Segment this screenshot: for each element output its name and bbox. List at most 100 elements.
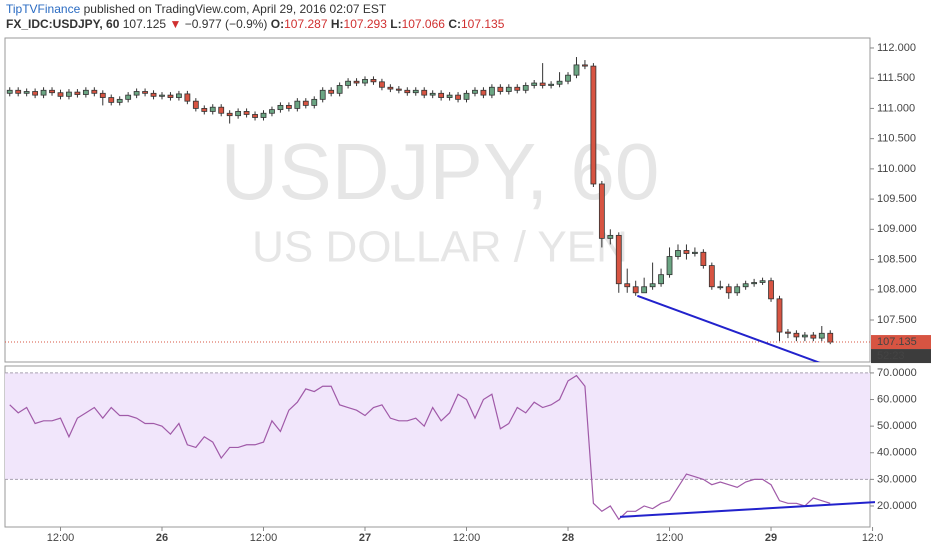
candle-body bbox=[277, 104, 284, 111]
candle-body bbox=[827, 332, 834, 343]
price-plot bbox=[5, 57, 870, 362]
candle-body bbox=[91, 89, 98, 94]
candle-body bbox=[801, 334, 808, 338]
candle-body bbox=[74, 91, 81, 95]
candle-body bbox=[125, 94, 132, 100]
candle-body bbox=[455, 94, 461, 100]
trendline bbox=[637, 294, 821, 362]
candle-body bbox=[108, 97, 115, 103]
candle-body bbox=[505, 86, 512, 92]
candle-body bbox=[176, 93, 182, 98]
x-tick-label: 26 bbox=[156, 532, 168, 544]
candle-body bbox=[632, 286, 639, 294]
candle-body bbox=[49, 89, 55, 94]
symbol-line: FX_IDC:USDJPY, 60 107.125 ▼ −0.977 (−0.9… bbox=[6, 17, 505, 31]
candle-body bbox=[6, 89, 13, 94]
candle-body bbox=[142, 91, 148, 94]
candle-body bbox=[708, 265, 715, 288]
candle-body bbox=[556, 80, 563, 85]
candle-body bbox=[285, 104, 292, 109]
ohlc-value: 107.135 bbox=[461, 17, 505, 31]
candle-body bbox=[548, 83, 555, 86]
ohlc-label: C: bbox=[448, 17, 461, 31]
candle-body bbox=[353, 80, 360, 84]
watermark-description: US DOLLAR / YEN bbox=[252, 223, 628, 272]
y-tick-label: 40.0000 bbox=[877, 447, 917, 459]
y-tick-label: 60.0000 bbox=[877, 393, 917, 405]
candle-body bbox=[218, 106, 225, 114]
candle-body bbox=[184, 93, 191, 102]
candle-body bbox=[683, 250, 690, 254]
candle-body bbox=[751, 282, 758, 285]
candle-body bbox=[192, 100, 199, 109]
last-price-label: 107.135 bbox=[877, 336, 917, 348]
candle-body bbox=[573, 64, 580, 76]
candle-body bbox=[539, 82, 546, 86]
candle-body bbox=[243, 111, 250, 115]
main-pane bbox=[4, 37, 871, 363]
candle-body bbox=[776, 298, 783, 333]
x-tick-label: 12:00 bbox=[47, 532, 75, 544]
trendline bbox=[619, 501, 875, 518]
candle-body bbox=[159, 94, 165, 97]
candle-body bbox=[395, 88, 402, 91]
candle-body bbox=[446, 94, 453, 98]
y-tick-label: 108.500 bbox=[877, 253, 917, 265]
candle-body bbox=[692, 251, 698, 254]
candle-body bbox=[700, 251, 707, 266]
y-tick-label: 110.500 bbox=[877, 133, 916, 145]
watermark-symbol: USDJPY, 60 bbox=[221, 127, 660, 216]
candle-body bbox=[463, 92, 470, 100]
y-tick-label: 112.000 bbox=[877, 42, 916, 54]
candle-body bbox=[99, 92, 106, 98]
candle-body bbox=[302, 100, 309, 106]
ohlc-value: 107.287 bbox=[284, 17, 328, 31]
y-tick-label: 30.0000 bbox=[877, 473, 917, 485]
candle-body bbox=[615, 234, 622, 285]
candle-body bbox=[607, 234, 614, 239]
candle-body bbox=[472, 89, 478, 94]
candle-body bbox=[370, 79, 377, 83]
candle-body bbox=[150, 92, 157, 97]
last-price-box bbox=[871, 335, 931, 350]
header-line: TipTVFinance published on TradingView.co… bbox=[6, 2, 387, 16]
candle-body bbox=[565, 74, 571, 82]
ohlc-label: H: bbox=[331, 17, 344, 31]
y-tick-label: 109.500 bbox=[877, 193, 917, 205]
candle-body bbox=[514, 86, 521, 91]
candle-body bbox=[725, 286, 732, 294]
candle-body bbox=[82, 89, 89, 95]
y-tick-label: 108.000 bbox=[877, 284, 917, 296]
candle-body bbox=[15, 89, 22, 94]
candle-body bbox=[624, 283, 631, 288]
candle-body bbox=[209, 106, 216, 112]
candle-body bbox=[269, 109, 275, 114]
y-tick-label: 109.000 bbox=[877, 223, 917, 235]
candle-body bbox=[40, 89, 47, 96]
candle-body bbox=[421, 89, 428, 96]
y-tick-label: 20.0000 bbox=[877, 500, 917, 512]
rsi-plot bbox=[5, 372, 875, 521]
y-tick-label: 70.0000 bbox=[877, 367, 917, 379]
change-arrow: ▼ bbox=[169, 17, 181, 31]
publisher[interactable]: TipTVFinance bbox=[6, 2, 81, 16]
candle-body bbox=[133, 91, 140, 96]
candle-body bbox=[582, 64, 588, 67]
candle-body bbox=[488, 86, 495, 96]
last-price: 107.125 bbox=[123, 17, 167, 31]
candle-body bbox=[649, 283, 656, 288]
candle-body bbox=[379, 81, 385, 88]
candle-body bbox=[675, 250, 681, 257]
candle-body bbox=[590, 65, 597, 185]
candle-body bbox=[818, 332, 825, 339]
candle-body bbox=[362, 79, 368, 84]
candle-body bbox=[252, 114, 258, 118]
candle-body bbox=[438, 92, 445, 98]
candle-body bbox=[785, 331, 791, 334]
x-tick-label: 27 bbox=[359, 532, 371, 544]
candle-body bbox=[658, 274, 664, 285]
rsi-line bbox=[9, 374, 831, 521]
candle-body bbox=[793, 332, 800, 338]
candle-body bbox=[387, 86, 394, 90]
y-tick-label: 50.0000 bbox=[877, 420, 917, 432]
